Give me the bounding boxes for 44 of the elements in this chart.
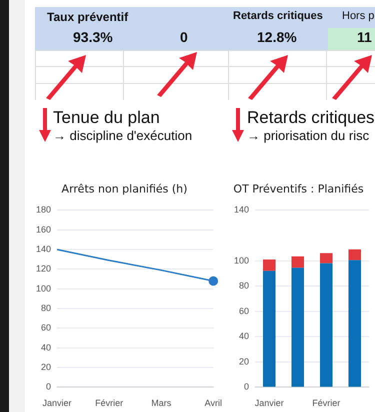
y-tick-label: 20 — [41, 362, 52, 372]
y-tick-label: 140 — [234, 204, 250, 215]
y-tick-label: 40 — [41, 342, 52, 352]
text: 0 — [180, 29, 188, 45]
bar — [291, 268, 304, 387]
y-tick-label: 80 — [41, 303, 52, 314]
y-tick-label: 160 — [36, 224, 52, 234]
y-tick-label: 100 — [36, 283, 52, 294]
y-tick-label: 80 — [239, 280, 250, 291]
bar — [291, 256, 304, 268]
x-tick-label: Avril — [204, 398, 222, 408]
y-tick-label: 0 — [46, 382, 52, 392]
chart-title: OT Préventifs : Planifiés — [233, 182, 364, 196]
text: Retards critiques — [247, 108, 375, 128]
bar — [348, 249, 362, 260]
text: Hors p — [342, 10, 374, 22]
text: 12.8% — [257, 29, 297, 45]
text: → discipline d'exécution — [53, 128, 192, 143]
bar — [320, 253, 333, 264]
text: Tenue du plan — [53, 108, 160, 128]
chart-title: Arrêts non planifiés (h) — [62, 182, 188, 196]
text: → priorisation du risc — [247, 128, 370, 143]
bar — [348, 260, 362, 387]
text: 93.3% — [73, 29, 113, 45]
y-tick-label: 20 — [239, 356, 250, 366]
y-tick-label: 100 — [234, 255, 250, 266]
x-tick-label: Février — [312, 398, 340, 408]
y-tick-label: 120 — [36, 264, 52, 274]
y-tick-label: 180 — [36, 204, 52, 215]
text: 11 — [357, 29, 372, 45]
bar — [262, 260, 276, 271]
y-tick-label: 140 — [36, 244, 52, 254]
y-tick-label: 60 — [239, 306, 250, 316]
y-tick-label: 40 — [239, 331, 250, 342]
text: Retards critiques — [233, 10, 323, 22]
bar — [262, 270, 276, 387]
x-tick-label: Mars — [151, 398, 172, 408]
x-tick-label: Janvier — [42, 398, 72, 408]
bar — [320, 263, 333, 387]
y-tick-label: 0 — [244, 382, 250, 392]
text: Taux préventif — [47, 10, 128, 24]
x-tick-label: Février — [95, 398, 124, 408]
x-tick-label: Janvier — [254, 398, 284, 408]
y-tick-label: 60 — [41, 322, 52, 333]
